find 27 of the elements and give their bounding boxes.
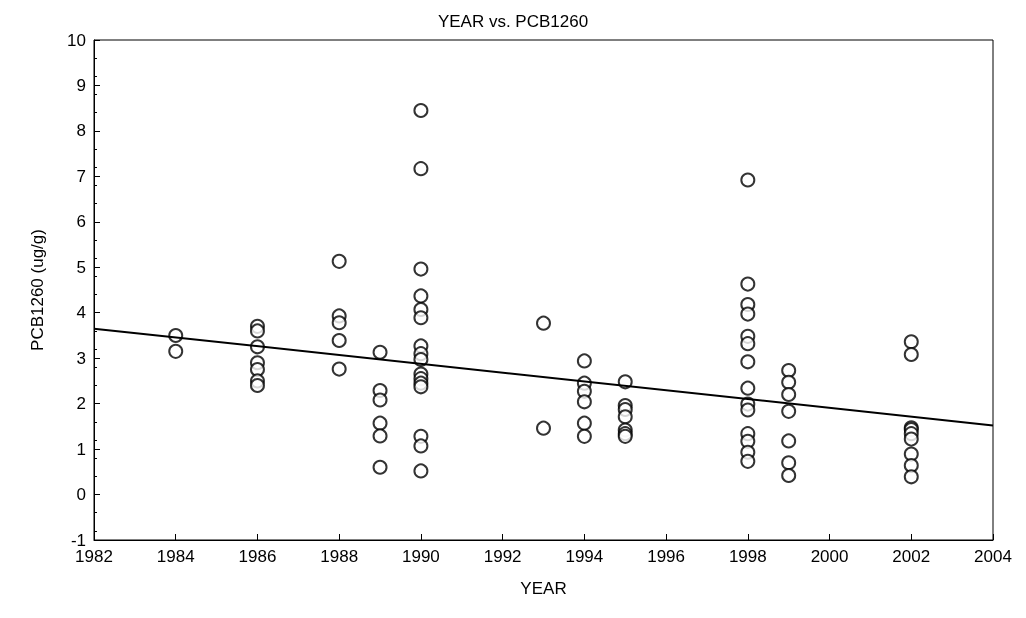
y-tick-label: 1 <box>76 439 86 459</box>
x-tick-label: 1984 <box>156 547 195 566</box>
y-tick-label: 10 <box>67 30 86 50</box>
chart-title: YEAR vs. PCB1260 <box>437 12 589 31</box>
y-tick-label: 5 <box>76 257 86 277</box>
y-tick-label: 9 <box>76 75 86 95</box>
x-tick-label: 1982 <box>75 547 113 566</box>
y-tick-label: 2 <box>76 394 86 414</box>
x-tick-label: 1992 <box>483 547 522 566</box>
x-tick-label: 1996 <box>647 547 685 566</box>
x-tick-label: 2004 <box>974 547 1012 566</box>
y-tick-label: 4 <box>76 303 86 323</box>
y-tick-label: 7 <box>76 166 86 186</box>
x-tick-label: 2002 <box>892 547 931 566</box>
y-axis-title: PCB1260 (ug/g) <box>28 229 47 351</box>
x-tick-label: 1998 <box>728 547 767 566</box>
y-tick-label: 6 <box>76 212 86 232</box>
x-tick-label: 1994 <box>565 547 604 566</box>
y-tick-label: 8 <box>76 121 86 141</box>
y-tick-label: 3 <box>76 348 86 368</box>
x-axis-title: YEAR <box>520 579 567 598</box>
x-tick-label: 1988 <box>320 547 359 566</box>
y-tick-label: 0 <box>76 485 86 505</box>
x-tick-label: 2000 <box>810 547 849 566</box>
x-tick-label: 1990 <box>402 547 440 566</box>
y-tick-label: -1 <box>70 530 86 550</box>
x-tick-label: 1986 <box>238 547 277 566</box>
